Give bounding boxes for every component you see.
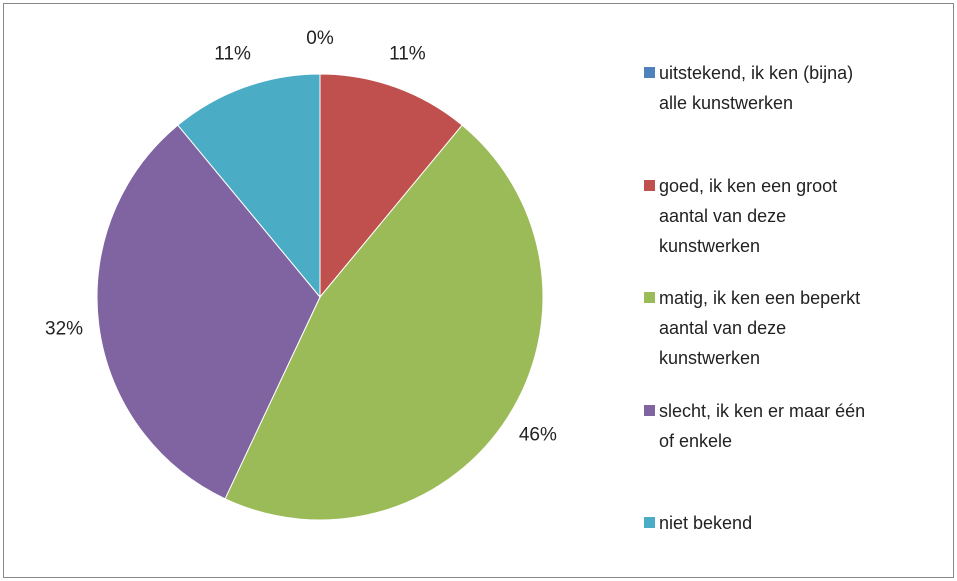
pie-slice [319, 73, 463, 299]
data-label: 46% [519, 424, 557, 445]
legend-swatch [644, 67, 655, 78]
legend-label: matig, ik ken een beperkt aantal van dez… [659, 288, 861, 368]
legend-swatch [644, 292, 655, 303]
legend-item: matig, ik ken een beperkt aantal van dez… [644, 283, 884, 373]
legend-item: uitstekend, ik ken (bijna) alle kunstwer… [644, 58, 884, 118]
legend-item: slecht, ik ken er maar één of enkele [644, 396, 884, 456]
data-label: 11% [214, 43, 251, 64]
legend-swatch [644, 180, 655, 191]
legend-label: uitstekend, ik ken (bijna) alle kunstwer… [659, 63, 854, 113]
legend-label: niet bekend [659, 513, 753, 533]
data-label: 0% [306, 28, 334, 49]
data-label: 11% [389, 43, 426, 64]
legend-item: goed, ik ken een groot aantal van deze k… [644, 171, 884, 261]
legend-label: slecht, ik ken er maar één of enkele [659, 401, 866, 451]
pie-slice [96, 124, 321, 500]
legend-item: niet bekend [644, 508, 884, 538]
legend-swatch [644, 517, 655, 528]
data-label: 32% [45, 318, 83, 339]
legend-swatch [644, 405, 655, 416]
legend-label: goed, ik ken een groot aantal van deze k… [659, 176, 838, 256]
pie-slice [177, 73, 321, 299]
pie-slice [224, 124, 544, 521]
